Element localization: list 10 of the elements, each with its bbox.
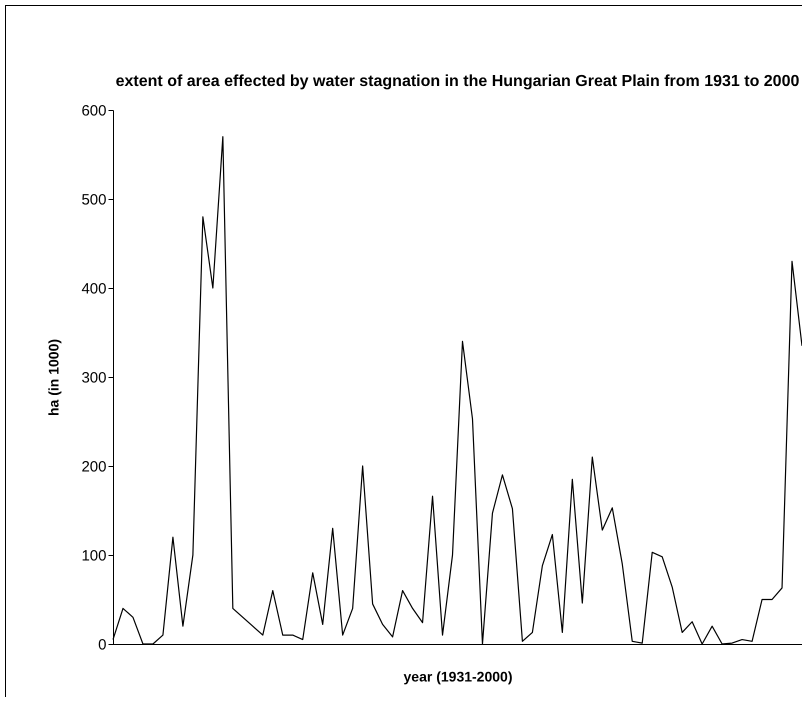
y-tick-label: 0 bbox=[98, 636, 106, 654]
y-tick-label: 200 bbox=[81, 458, 106, 476]
y-tick-label: 600 bbox=[81, 102, 106, 120]
y-tick-label: 500 bbox=[81, 192, 106, 208]
y-axis-title: ha (in 1000) bbox=[45, 338, 62, 416]
y-tick-label: 100 bbox=[81, 548, 106, 564]
y-tick-label: 300 bbox=[81, 370, 106, 386]
chart-title: extent of area effected by water stagnation in the Hungarian Great Plain from 1931 to 2000 bbox=[116, 73, 800, 90]
y-tick-label: 400 bbox=[81, 280, 106, 298]
x-axis-title: year (1931-2000) bbox=[404, 668, 512, 684]
